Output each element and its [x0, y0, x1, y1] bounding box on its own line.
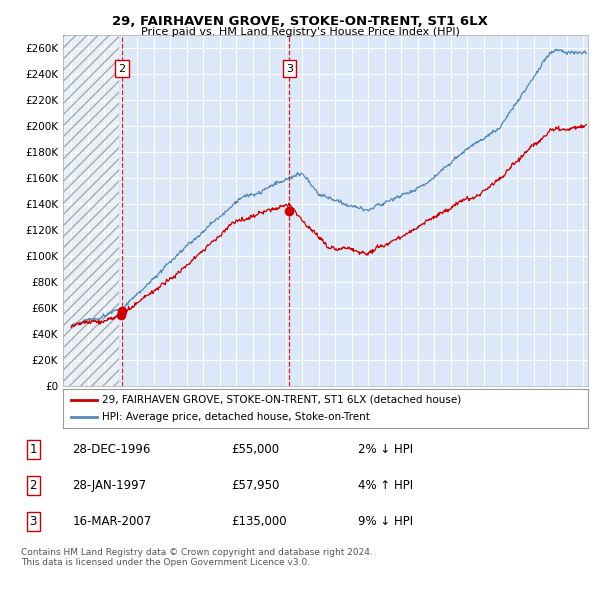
Text: 29, FAIRHAVEN GROVE, STOKE-ON-TRENT, ST1 6LX: 29, FAIRHAVEN GROVE, STOKE-ON-TRENT, ST1… — [112, 15, 488, 28]
Text: HPI: Average price, detached house, Stoke-on-Trent: HPI: Average price, detached house, Stok… — [103, 412, 370, 422]
Text: 28-JAN-1997: 28-JAN-1997 — [73, 478, 146, 492]
Text: £55,000: £55,000 — [231, 442, 279, 455]
Text: 3: 3 — [29, 515, 37, 528]
Text: 28-DEC-1996: 28-DEC-1996 — [73, 442, 151, 455]
Text: 2% ↓ HPI: 2% ↓ HPI — [358, 442, 413, 455]
Text: 4% ↑ HPI: 4% ↑ HPI — [358, 478, 413, 492]
Text: Price paid vs. HM Land Registry's House Price Index (HPI): Price paid vs. HM Land Registry's House … — [140, 27, 460, 37]
Text: 9% ↓ HPI: 9% ↓ HPI — [358, 515, 413, 528]
Text: 2: 2 — [119, 64, 125, 74]
Text: £135,000: £135,000 — [231, 515, 287, 528]
Text: 1: 1 — [29, 442, 37, 455]
Text: 2: 2 — [29, 478, 37, 492]
Text: 16-MAR-2007: 16-MAR-2007 — [73, 515, 152, 528]
Text: £57,950: £57,950 — [231, 478, 279, 492]
Text: Contains HM Land Registry data © Crown copyright and database right 2024.
This d: Contains HM Land Registry data © Crown c… — [21, 548, 373, 567]
Text: 29, FAIRHAVEN GROVE, STOKE-ON-TRENT, ST1 6LX (detached house): 29, FAIRHAVEN GROVE, STOKE-ON-TRENT, ST1… — [103, 395, 461, 405]
Text: 3: 3 — [286, 64, 293, 74]
